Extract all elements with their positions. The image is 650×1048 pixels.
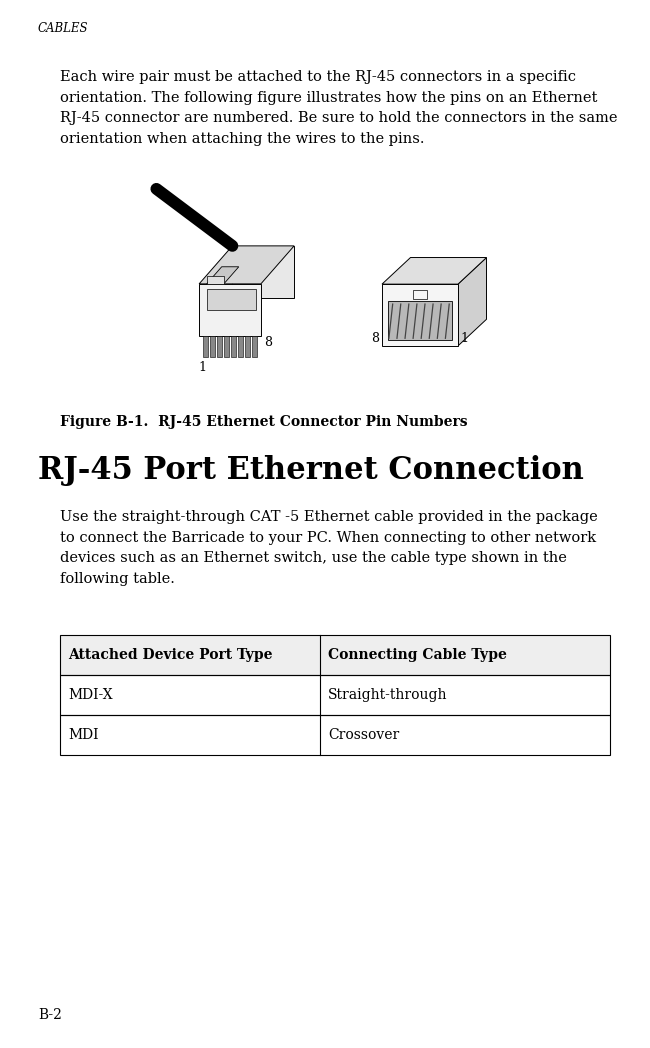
Text: Each wire pair must be attached to the RJ-45 connectors in a specific
orientatio: Each wire pair must be attached to the R… <box>60 70 618 146</box>
Polygon shape <box>244 336 250 357</box>
Bar <box>60 715 610 755</box>
Polygon shape <box>382 284 458 346</box>
Text: Straight-through: Straight-through <box>328 687 447 702</box>
Polygon shape <box>231 336 236 357</box>
Text: RJ-45 Port Ethernet Connection: RJ-45 Port Ethernet Connection <box>38 455 584 486</box>
Text: MDI-X: MDI-X <box>68 687 112 702</box>
Text: Crossover: Crossover <box>328 728 399 742</box>
Polygon shape <box>413 290 426 300</box>
Text: Use the straight-through CAT -5 Ethernet cable provided in the package
to connec: Use the straight-through CAT -5 Ethernet… <box>60 510 598 586</box>
Text: 8: 8 <box>371 332 379 345</box>
Text: B-2: B-2 <box>38 1008 62 1022</box>
Polygon shape <box>233 246 294 298</box>
Bar <box>60 675 610 715</box>
Polygon shape <box>458 258 486 346</box>
Text: Connecting Cable Type: Connecting Cable Type <box>328 648 507 662</box>
Polygon shape <box>252 336 257 357</box>
Polygon shape <box>224 336 229 357</box>
Text: Attached Device Port Type: Attached Device Port Type <box>68 648 272 662</box>
Polygon shape <box>203 336 208 357</box>
Polygon shape <box>199 284 261 336</box>
Polygon shape <box>210 336 215 357</box>
Text: CABLES: CABLES <box>38 22 88 35</box>
Polygon shape <box>238 336 243 357</box>
Polygon shape <box>382 258 486 284</box>
Text: 1: 1 <box>461 332 469 345</box>
Bar <box>60 635 610 675</box>
Polygon shape <box>207 288 256 310</box>
Polygon shape <box>387 301 452 341</box>
Text: Figure B-1.  RJ-45 Ethernet Connector Pin Numbers: Figure B-1. RJ-45 Ethernet Connector Pin… <box>60 415 467 429</box>
Polygon shape <box>216 336 222 357</box>
Bar <box>60 635 610 675</box>
Polygon shape <box>199 246 294 284</box>
Text: 1: 1 <box>199 361 207 374</box>
Text: MDI: MDI <box>68 728 99 742</box>
Polygon shape <box>207 277 224 284</box>
Polygon shape <box>207 267 239 284</box>
Text: 8: 8 <box>264 336 272 349</box>
